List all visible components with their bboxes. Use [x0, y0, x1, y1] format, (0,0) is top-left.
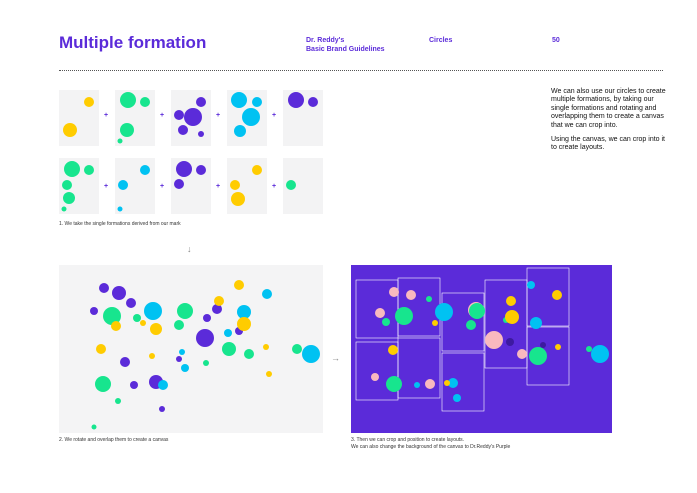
formation-tile [59, 90, 99, 146]
formation-circles [63, 97, 94, 137]
plus-sign: + [272, 112, 277, 119]
formation-tile [171, 90, 211, 146]
formation-circles [174, 161, 206, 189]
formation-circles [117, 92, 150, 144]
header-divider [59, 70, 663, 71]
formation-tile [283, 90, 323, 146]
side-description: We can also use our circles to create mu… [551, 88, 669, 159]
down-arrow-icon: ↓ [187, 244, 192, 254]
crop-canvas-circles [355, 267, 609, 412]
plus-sign: + [160, 183, 165, 190]
formation-circles [286, 180, 296, 190]
step1-caption: 1. We take the single formations derived… [59, 221, 181, 227]
section-label: Circles [429, 37, 453, 44]
formation-circles [230, 165, 262, 206]
canvas-circles [90, 280, 320, 430]
plus-sign: + [160, 112, 165, 119]
formation-tile [227, 90, 267, 146]
page-number: 50 [552, 37, 560, 44]
formation-tile [115, 158, 155, 214]
plus-sign: + [272, 183, 277, 190]
formation-circles [231, 92, 262, 137]
brand-name: Dr. Reddy's [306, 37, 345, 44]
crop-frames [355, 267, 570, 412]
formation-circles [288, 92, 318, 108]
side-paragraph-2: Using the canvas, we can crop into it to… [551, 136, 666, 152]
formation-tile [115, 90, 155, 146]
step2-caption: 2. We rotate and overlap them to create … [59, 437, 169, 443]
purple-crop-canvas [351, 265, 612, 433]
plus-sign: + [216, 183, 221, 190]
guidelines-name: Basic Brand Guidelines [306, 46, 385, 53]
side-paragraph-1: We can also use our circles to create mu… [551, 88, 666, 129]
right-arrow-icon: → [331, 353, 340, 363]
formation-tile [59, 158, 99, 214]
page-title: Multiple formation [59, 33, 207, 52]
plus-sign: + [104, 183, 109, 190]
formation-circles [174, 97, 206, 137]
brand-guidelines-label: Dr. Reddy's Basic Brand Guidelines [306, 36, 385, 54]
plus-sign: + [216, 112, 221, 119]
formation-tile [283, 158, 323, 214]
formation-tile [227, 158, 267, 214]
plus-sign: + [104, 112, 109, 119]
formation-circles [117, 165, 150, 212]
formation-tile [171, 158, 211, 214]
overlap-canvas [59, 265, 323, 433]
step3-caption: 3. Then we can crop and position to crea… [351, 437, 511, 450]
formation-circles [61, 161, 94, 212]
